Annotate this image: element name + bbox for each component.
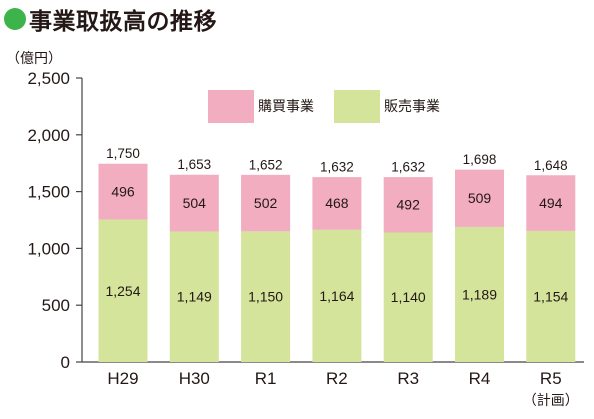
x-tick-label: H30	[179, 369, 210, 388]
legend-label-sales: 販売事業	[384, 99, 440, 115]
data-label-total: 1,632	[391, 160, 425, 175]
bar-segment-purchase	[241, 174, 291, 232]
x-tick-sublabel: （計画）	[523, 393, 579, 409]
data-label-sales: 1,140	[391, 289, 426, 305]
data-label-purchase: 502	[254, 195, 278, 211]
chart-title: 事業取扱高の推移	[4, 4, 217, 35]
bar-segment-purchase	[455, 169, 504, 227]
y-axis-unit-label: （億円）	[6, 51, 62, 67]
bar-segment-sales	[383, 232, 433, 362]
data-label-purchase: 468	[325, 195, 349, 211]
data-label-purchase: 504	[183, 195, 207, 211]
data-label-sales: 1,189	[462, 286, 497, 302]
bar-segment-purchase	[312, 176, 362, 230]
data-label-total: 1,652	[249, 157, 283, 172]
bar-segment-sales	[169, 231, 219, 362]
data-label-total: 1,653	[177, 157, 211, 172]
bar-segment-sales	[98, 219, 148, 362]
x-tick-label: R3	[397, 369, 419, 388]
bar-segment-purchase	[98, 163, 148, 220]
x-tick-label: R5	[540, 369, 562, 388]
data-label-sales: 1,154	[533, 288, 568, 304]
bar-segment-purchase	[383, 176, 433, 233]
data-label-total: 1,698	[463, 152, 497, 167]
x-tick-label: H29	[107, 369, 138, 388]
x-tick-label: R1	[255, 369, 277, 388]
y-tick-label: 1,000	[27, 239, 70, 258]
data-label-purchase: 496	[111, 183, 135, 199]
chart-title-text: 事業取扱高の推移	[29, 9, 217, 35]
bar-segment-sales	[526, 230, 576, 362]
data-label-total: 1,648	[534, 158, 568, 173]
data-label-purchase: 494	[539, 195, 563, 211]
data-label-total: 1,632	[320, 160, 354, 175]
x-tick-label: R4	[469, 369, 491, 388]
y-tick-label: 2,500	[27, 69, 70, 88]
bar-segment-purchase	[169, 174, 219, 232]
legend-swatch-sales	[334, 90, 380, 123]
y-tick-label: 0	[61, 353, 70, 372]
x-tick-label: R2	[326, 369, 348, 388]
data-label-sales: 1,150	[248, 289, 283, 305]
bar-segment-sales	[312, 229, 362, 362]
bar-segment-purchase	[526, 174, 576, 231]
title-bullet-icon	[4, 8, 26, 30]
data-label-sales: 1,149	[177, 289, 212, 305]
legend-label-purchase: 購買事業	[258, 99, 314, 115]
data-label-total: 1,750	[106, 146, 140, 161]
bar-segment-sales	[455, 226, 504, 362]
data-label-purchase: 509	[468, 190, 492, 206]
y-tick-label: 1,500	[27, 183, 70, 202]
legend-swatch-purchase	[208, 90, 254, 123]
bar-segment-sales	[241, 231, 291, 362]
y-tick-label: 500	[42, 296, 70, 315]
data-label-sales: 1,164	[319, 288, 354, 304]
data-label-purchase: 492	[397, 197, 421, 213]
y-tick-label: 2,000	[27, 126, 70, 145]
data-label-sales: 1,254	[105, 283, 140, 299]
